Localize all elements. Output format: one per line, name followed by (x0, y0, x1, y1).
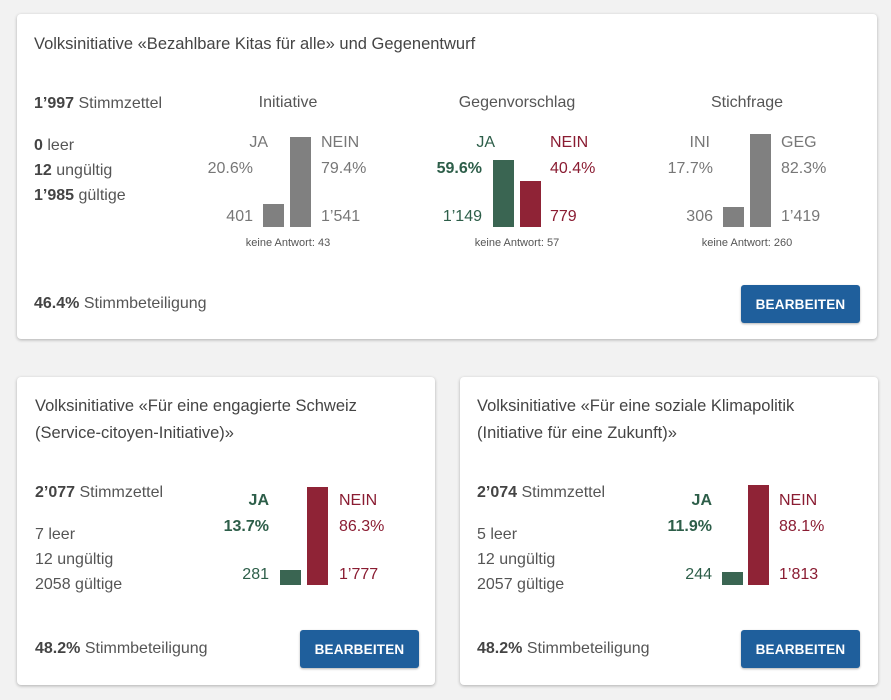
no-answer: keine Antwort: 260 (701, 237, 793, 249)
blank-count: 0 leer (34, 137, 75, 154)
valid-count: 2057 gültige (477, 576, 565, 593)
left-count: 306 (686, 208, 713, 225)
edit-button[interactable]: BEARBEITEN (300, 630, 419, 668)
vote-card-service-citoyen: Volksinitiative «Für eine engagierte Sch… (17, 377, 435, 685)
chart-title: Stichfrage (710, 94, 784, 111)
right-bar (290, 137, 311, 227)
card-title: Volksinitiative «Für eine soziale Klimap… (477, 393, 794, 447)
ballots-count: 1’997 Stimmzettel (34, 95, 163, 112)
card-title-line: (Service-citoyen-Initiative)» (35, 424, 234, 442)
right-bar (307, 487, 328, 585)
right-percent: 40.4% (550, 160, 596, 177)
invalid-count: 12 ungültig (35, 551, 114, 568)
left-bar (263, 204, 284, 227)
right-label: NEIN (550, 134, 589, 151)
valid-count: 2058 gültige (35, 576, 123, 593)
invalid-count: 12 ungültig (34, 162, 113, 179)
right-percent: 86.3% (339, 518, 385, 535)
left-percent: 20.6% (207, 160, 253, 177)
left-count: 281 (242, 566, 269, 583)
blank-count: 5 leer (477, 526, 518, 543)
right-count: 1’777 (339, 566, 379, 583)
edit-button[interactable]: BEARBEITEN (741, 285, 860, 323)
right-percent: 82.3% (781, 160, 827, 177)
chart-title: Gegenvorschlag (458, 94, 576, 111)
card-title-line: Volksinitiative «Für eine soziale Klimap… (477, 397, 795, 415)
card-title: Volksinitiative «Für eine engagierte Sch… (35, 393, 357, 447)
left-label: JA (476, 134, 495, 151)
right-label: NEIN (779, 492, 818, 509)
right-count: 779 (550, 208, 577, 225)
ballots-count: 2’074 Stimmzettel (477, 484, 606, 501)
left-percent: 17.7% (667, 160, 713, 177)
left-label: JA (248, 492, 269, 509)
vote-card-kitas: Volksinitiative «Bezahlbare Kitas für al… (17, 14, 877, 339)
ballot-breakdown: 0 leer 12 ungültig 1’985 gültige (34, 133, 126, 208)
right-count: 1’541 (321, 208, 361, 225)
chart-stichfrage: Stichfrage INI 17.7% 306 GEG 82.3% 1’419… (647, 94, 847, 254)
left-bar (280, 570, 301, 585)
right-label: NEIN (339, 492, 378, 509)
chart-gegenvorschlag: Gegenvorschlag JA 59.6% 1’149 NEIN 40.4%… (417, 94, 617, 254)
chart-result: JA 13.7% 281 NEIN 86.3% 1’777 (202, 487, 402, 647)
left-count: 244 (685, 566, 712, 583)
card-title: Volksinitiative «Bezahlbare Kitas für al… (34, 35, 476, 53)
right-label: NEIN (321, 134, 360, 151)
edit-button[interactable]: BEARBEITEN (741, 630, 860, 668)
left-label: INI (689, 134, 710, 151)
left-percent: 13.7% (223, 518, 269, 535)
left-bar (723, 207, 744, 227)
turnout: 48.2% Stimmbeteiligung (477, 640, 650, 657)
chart-result: JA 11.9% 244 NEIN 88.1% 1’813 (645, 485, 845, 647)
card-title-line: (Initiative für eine Zukunft)» (477, 424, 677, 442)
left-bar (493, 160, 514, 227)
left-count: 1’149 (442, 208, 482, 225)
card-title-line: Volksinitiative «Für eine engagierte Sch… (35, 397, 357, 415)
left-percent: 59.6% (436, 160, 482, 177)
turnout: 48.2% Stimmbeteiligung (35, 640, 208, 657)
right-count: 1’419 (781, 208, 821, 225)
left-percent: 11.9% (667, 518, 712, 535)
blank-count: 7 leer (35, 526, 76, 543)
right-bar (750, 134, 771, 227)
left-label: JA (691, 492, 712, 509)
right-bar (520, 181, 541, 227)
ballot-breakdown: 7 leer 12 ungültig 2058 gültige (35, 522, 122, 597)
left-bar (722, 572, 743, 585)
right-label: GEG (781, 134, 817, 151)
valid-count: 1’985 gültige (34, 187, 126, 204)
right-percent: 79.4% (321, 160, 367, 177)
chart-title: Initiative (258, 94, 318, 111)
chart-initiative: Initiative JA 20.6% 401 NEIN 79.4% 1’541… (188, 94, 388, 254)
invalid-count: 12 ungültig (477, 551, 556, 568)
right-percent: 88.1% (779, 518, 825, 535)
turnout: 46.4% Stimmbeteiligung (34, 295, 207, 312)
no-answer: keine Antwort: 57 (474, 237, 560, 249)
no-answer: keine Antwort: 43 (245, 237, 331, 249)
right-bar (748, 485, 769, 585)
ballots-count: 2’077 Stimmzettel (35, 484, 164, 501)
ballot-breakdown: 5 leer 12 ungültig 2057 gültige (477, 522, 564, 597)
left-count: 401 (226, 208, 253, 225)
right-count: 1’813 (779, 566, 819, 583)
left-label: JA (249, 134, 268, 151)
vote-card-klimapolitik: Volksinitiative «Für eine soziale Klimap… (460, 377, 878, 685)
